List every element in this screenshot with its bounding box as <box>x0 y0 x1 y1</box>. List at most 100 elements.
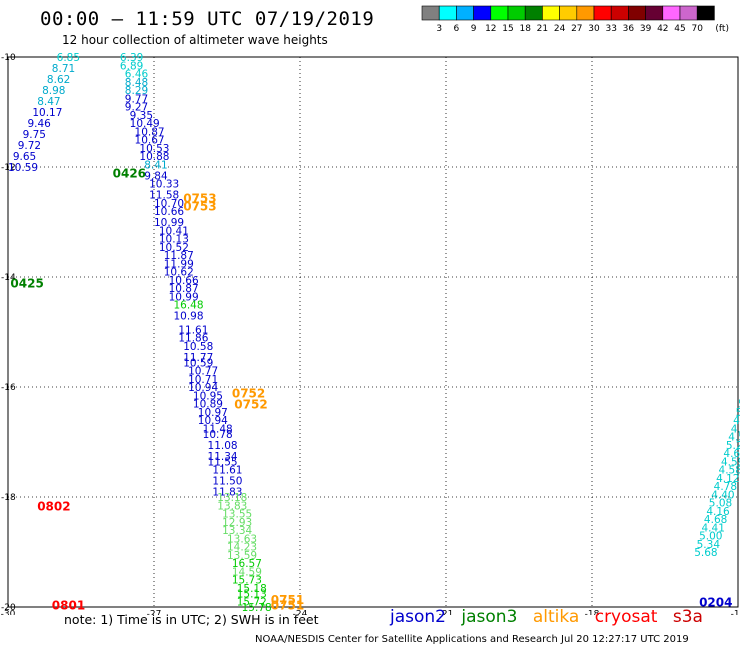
swh-data-label: 10.94 <box>198 415 228 427</box>
swh-data-label: 8.47 <box>37 96 60 108</box>
swh-data-label: 10.87 <box>169 283 199 295</box>
x-tick-label: -27 <box>147 610 162 615</box>
swh-data-label: 10.66 <box>169 275 199 287</box>
swh-data-label: 15.13 <box>237 588 267 600</box>
swh-data-label: 10.99 <box>154 217 184 229</box>
swh-data-label: 9.84 <box>144 170 168 182</box>
swh-data-label: 11.77 <box>183 352 213 364</box>
x-tick-label: -24 <box>293 610 308 615</box>
swh-data-label: 8.62 <box>47 74 70 86</box>
swh-data-label: 10.17 <box>32 107 62 119</box>
swh-data-label: 10.58 <box>183 341 213 353</box>
swh-data-label: 15.72 <box>237 597 267 609</box>
swh-data-label: 4.16 <box>706 506 730 518</box>
swh-data-label: 10.66 <box>154 206 184 218</box>
credit-line: NOAA/NESDIS Center for Satellite Applica… <box>255 634 689 645</box>
swh-data-label: 4.58 <box>719 465 740 477</box>
swh-data-label: 10.52 <box>159 242 189 254</box>
swh-data-label: 11.58 <box>149 190 179 202</box>
swh-data-label: 13.83 <box>217 500 247 512</box>
swh-data-label: 8.98 <box>42 85 65 97</box>
swh-data-label: 10.89 <box>193 399 223 411</box>
swh-data-label: 15.18 <box>237 583 267 595</box>
swh-data-label: 4.37 <box>733 415 740 427</box>
swh-data-label: 13.55 <box>222 509 252 521</box>
swh-data-label: 9.65 <box>13 151 36 163</box>
swh-data-label: 4.61 <box>723 448 740 460</box>
swh-data-label: 10.95 <box>193 390 223 402</box>
swh-data-label: 6.39 <box>120 52 143 64</box>
swh-data-label: 4.40 <box>711 489 734 501</box>
chart-title: 00:00 – 11:59 UTC 07/19/2019 <box>40 8 375 30</box>
legend-cryosat: cryosat <box>594 607 658 627</box>
swh-data-label: 10.59 <box>183 357 213 369</box>
swh-data-label: 8.29 <box>125 85 148 97</box>
swh-data-label: 10.67 <box>135 135 165 147</box>
swh-data-label: 10.99 <box>169 291 199 303</box>
swh-data-label: 4.59 <box>721 456 740 468</box>
legend-jason3: jason3 <box>461 607 518 627</box>
swh-data-label: 5.34 <box>697 539 721 551</box>
swh-data-label: 8.48 <box>125 77 148 89</box>
swh-data-label: 11.83 <box>212 487 242 499</box>
swh-data-label: 11.86 <box>178 333 208 345</box>
swh-data-label: 10.53 <box>139 143 169 155</box>
swh-data-label: 4.41 <box>702 522 725 534</box>
swh-data-label: 11.55 <box>208 456 238 468</box>
swh-data-label: 9.35 <box>130 110 153 122</box>
swh-data-label: 10.88 <box>139 151 169 163</box>
swh-data-label: 10.78 <box>203 429 233 441</box>
pass-time-label: 0204 <box>699 596 732 610</box>
swh-data-label: 10.98 <box>173 311 203 323</box>
pass-time-label: 0751 <box>271 598 304 612</box>
swh-data-label: 11.34 <box>208 451 238 463</box>
pass-time-label: 0425 <box>10 277 43 291</box>
pass-time-label: 0426 <box>113 167 146 181</box>
chart-subtitle: 12 hour collection of altimeter wave hei… <box>62 33 328 47</box>
swh-data-label: 5.05 <box>736 407 740 419</box>
swh-data-label: 13.59 <box>227 550 257 562</box>
swh-data-label: 15.73 <box>232 575 262 587</box>
swh-data-label: 6.89 <box>120 60 143 72</box>
pass-time-label: 0752 <box>234 398 267 412</box>
swh-data-label: 9.75 <box>23 129 46 141</box>
swh-data-label: 16.57 <box>232 558 262 570</box>
swh-data-label: 8.71 <box>52 63 75 75</box>
swh-data-label: 4.12 <box>716 473 739 485</box>
swh-data-label: 15.78 <box>242 602 272 614</box>
swh-data-label: 8.41 <box>144 159 167 171</box>
swh-data-label: 6.85 <box>57 52 80 64</box>
pass-time-label: 0753 <box>183 200 216 214</box>
swh-data-label: 13.63 <box>227 533 257 545</box>
swh-data-label: 10.41 <box>159 225 189 237</box>
swh-data-label: 10.97 <box>198 407 228 419</box>
y-tick-label: -14 <box>1 273 16 283</box>
swh-data-label: 14.59 <box>232 566 262 578</box>
plot-frame <box>7 56 739 608</box>
wave-height-plot: -30 -27 -24 -21 -18 -15 -10 -12 -14 -16 -18 -20 6.85… <box>1 52 740 615</box>
pass-time-label: 0801 <box>52 598 85 612</box>
y-tick-label: -10 <box>1 53 16 63</box>
swh-data-label: 11.87 <box>164 250 194 262</box>
swh-data-label: 10.70 <box>154 198 184 210</box>
y-tick-label: -18 <box>1 493 16 503</box>
swh-data-label: 4.57 <box>728 432 740 444</box>
swh-data-label: 9.77 <box>125 93 148 105</box>
pass-time-label: 0751 <box>271 593 304 607</box>
x-tick-label: -21 <box>439 610 454 615</box>
swh-data-label: 11.61 <box>212 465 242 477</box>
swh-data-label: 10.59 <box>8 162 38 174</box>
legend-s3a: s3a <box>672 607 703 627</box>
pass-time-label: 0752 <box>232 387 265 401</box>
swh-data-label: 13.34 <box>222 525 252 537</box>
swh-data-label: 9.72 <box>18 140 41 152</box>
swh-data-label: 5.2 <box>738 399 740 411</box>
swh-data-label: 12.93 <box>222 517 252 529</box>
swh-data-label: 6.46 <box>125 69 149 81</box>
swh-data-label: 10.62 <box>164 267 194 279</box>
swh-data-label: 4.62 <box>731 423 740 435</box>
swh-data-label: 10.13 <box>159 234 189 246</box>
swh-data-label: 11.48 <box>203 423 233 435</box>
x-tick-label: -15 <box>731 610 740 615</box>
swh-data-label: 11.99 <box>164 258 194 270</box>
